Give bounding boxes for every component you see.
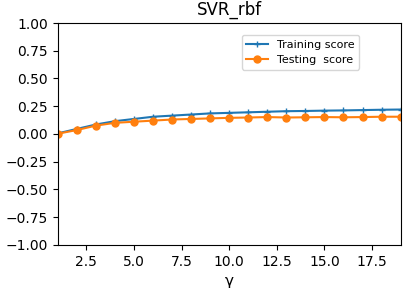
Training score <box>74 127 79 131</box>
Testing  score <box>93 124 98 127</box>
Testing  score <box>189 117 194 121</box>
Training score <box>360 108 365 112</box>
Training score <box>303 109 308 113</box>
Training score <box>170 114 175 117</box>
Training score <box>227 111 232 115</box>
Testing  score <box>265 115 270 119</box>
Title: SVR_rbf: SVR_rbf <box>197 1 262 19</box>
Testing  score <box>74 128 79 132</box>
Training score <box>322 109 327 112</box>
Testing  score <box>360 115 365 119</box>
Testing  score <box>131 120 136 124</box>
X-axis label: γ: γ <box>225 274 234 288</box>
Testing  score <box>322 115 327 119</box>
Testing  score <box>227 116 232 120</box>
Testing  score <box>246 116 251 119</box>
Testing  score <box>284 116 289 119</box>
Training score <box>151 115 156 118</box>
Testing  score <box>379 115 384 118</box>
Training score <box>93 123 98 126</box>
Legend: Training score, Testing  score: Training score, Testing score <box>242 35 359 70</box>
Testing  score <box>170 118 175 121</box>
Training score <box>284 109 289 113</box>
Testing  score <box>398 115 403 118</box>
Training score <box>55 132 60 135</box>
Testing  score <box>55 132 60 135</box>
Training score <box>131 117 136 121</box>
Testing  score <box>208 117 213 120</box>
Training score <box>189 113 194 116</box>
Testing  score <box>303 115 308 119</box>
Training score <box>379 108 384 111</box>
Line: Training score: Training score <box>55 106 404 137</box>
Testing  score <box>341 115 346 119</box>
Testing  score <box>112 121 117 124</box>
Training score <box>265 110 270 113</box>
Training score <box>208 112 213 115</box>
Testing  score <box>151 119 156 122</box>
Line: Testing  score: Testing score <box>55 113 404 137</box>
Training score <box>246 111 251 114</box>
Training score <box>398 108 403 111</box>
Training score <box>341 109 346 112</box>
Training score <box>112 120 117 123</box>
